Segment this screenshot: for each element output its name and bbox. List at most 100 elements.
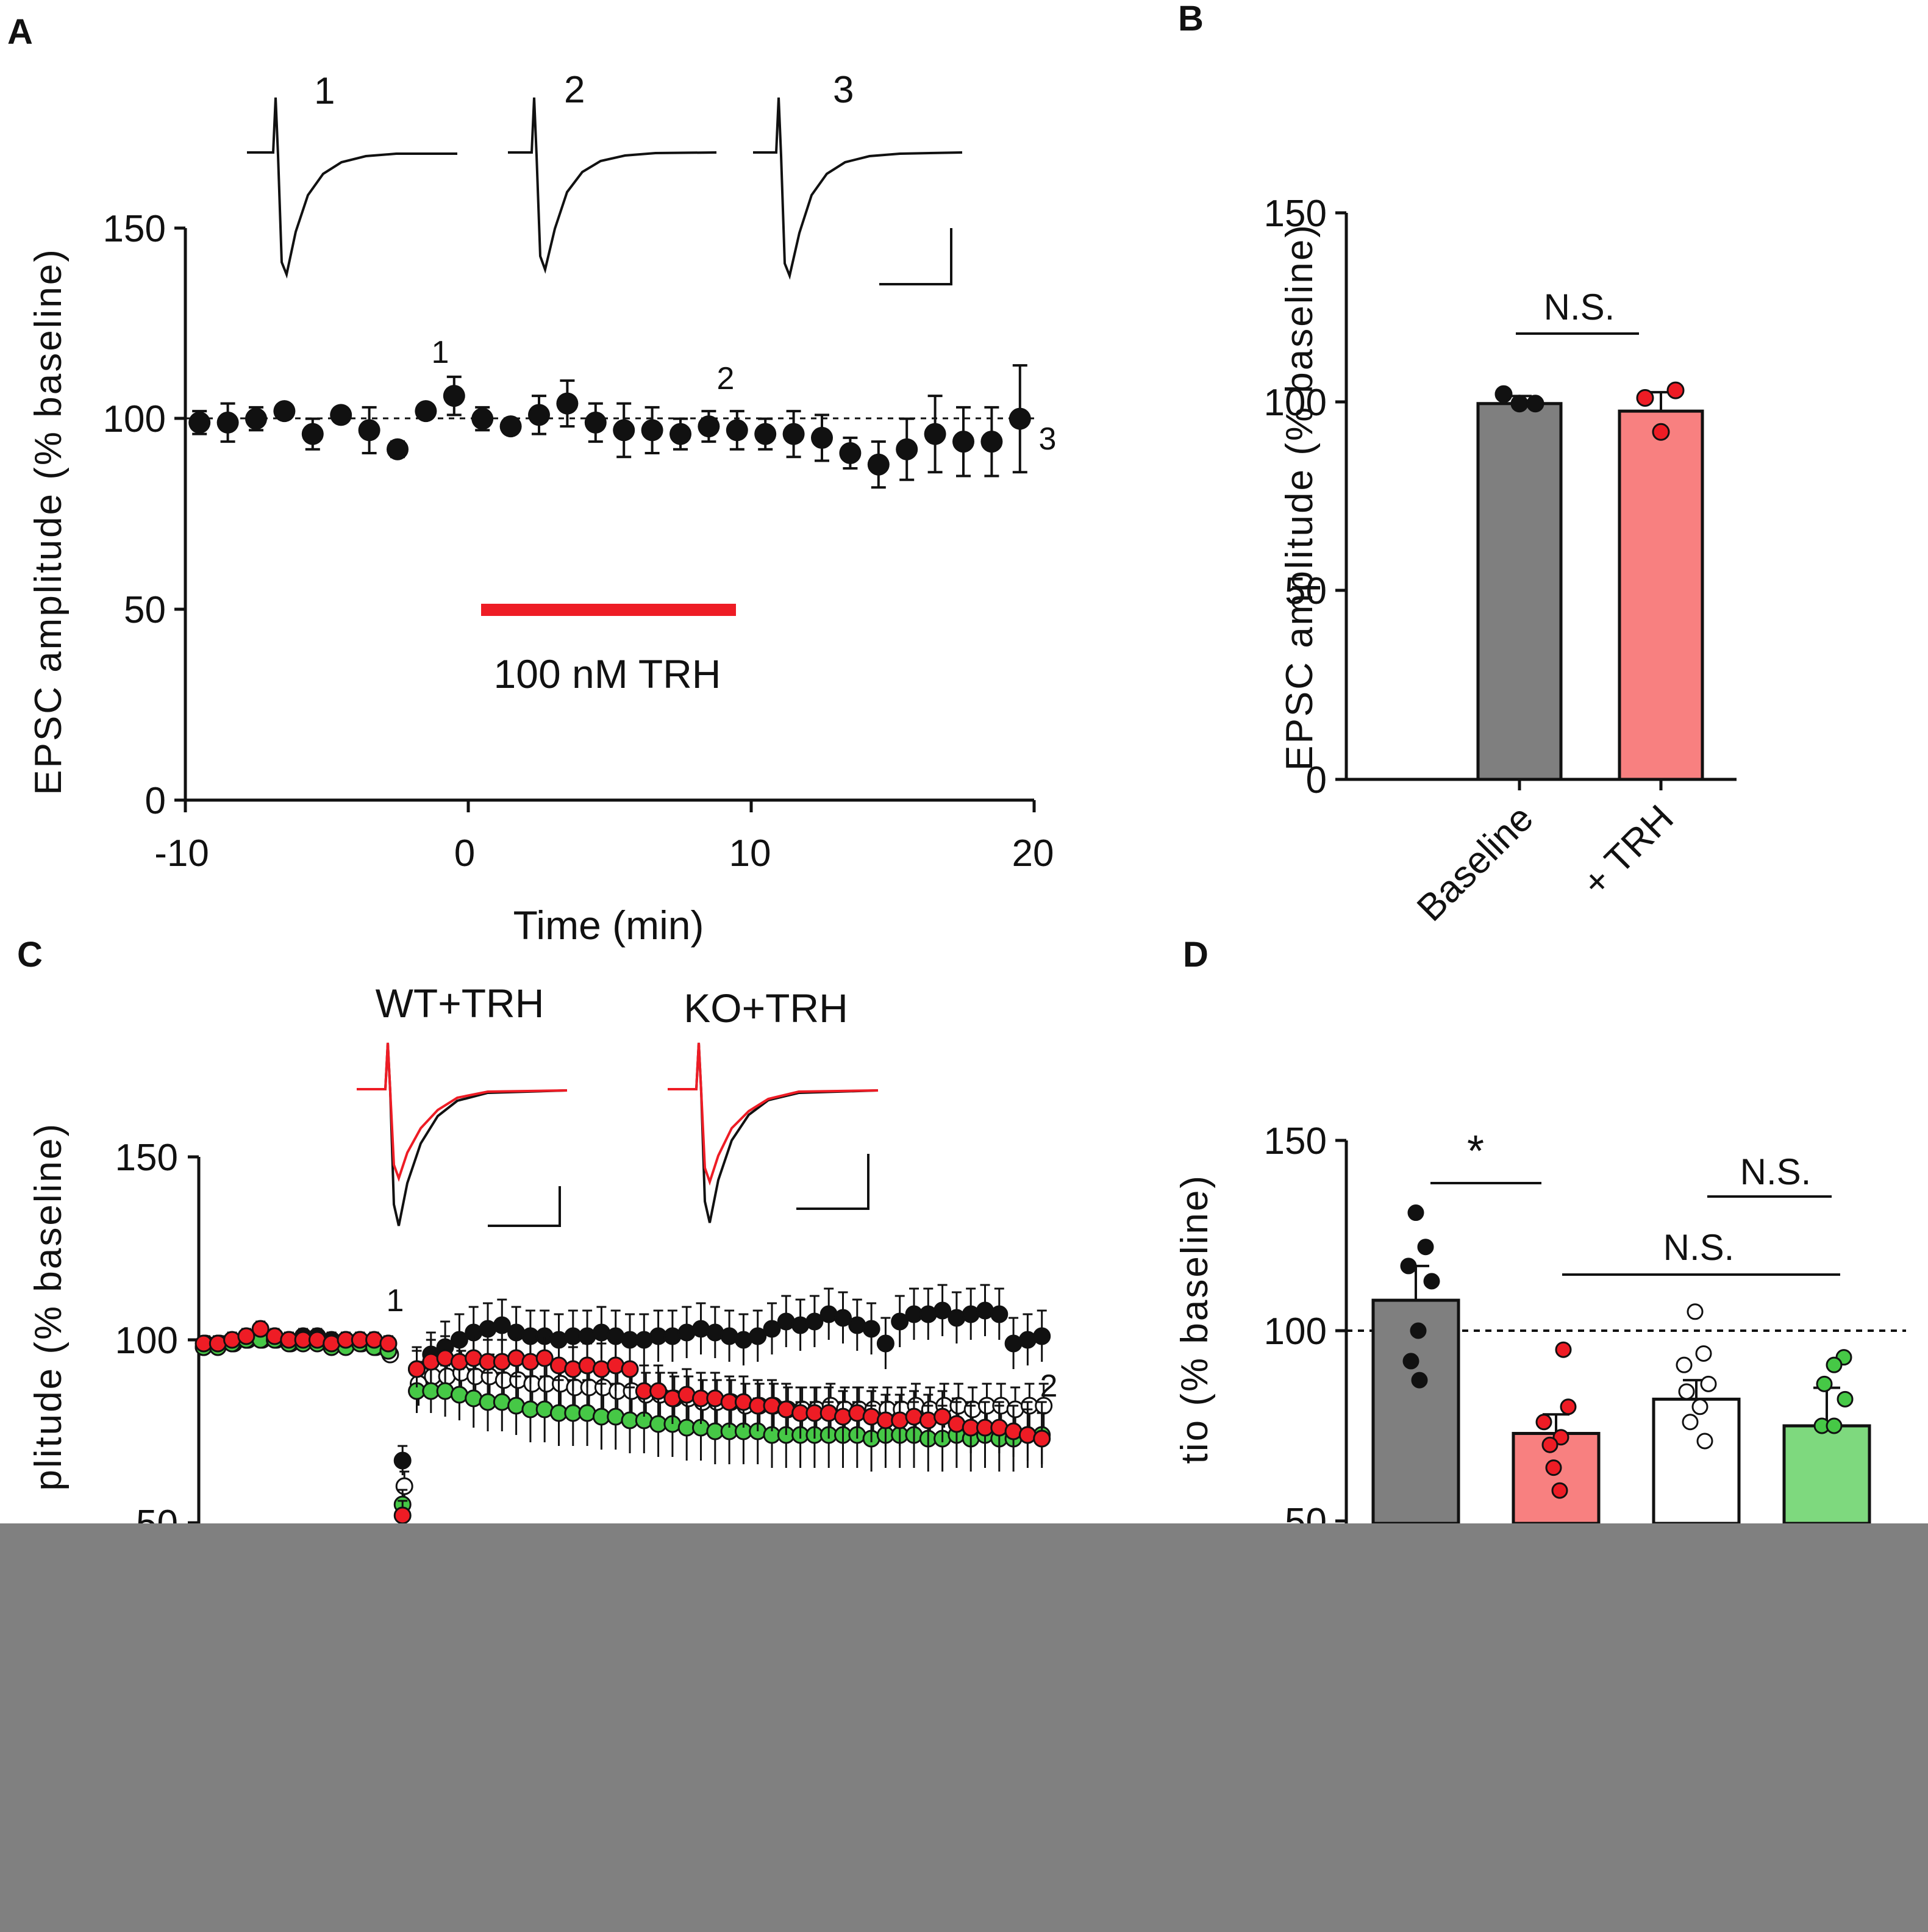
a-data-point: [613, 419, 635, 442]
c-ytick-150: 150: [115, 1137, 178, 1179]
c-data-point: [848, 1316, 866, 1334]
c-data-point: [1033, 1429, 1051, 1448]
c-data-point: [564, 1360, 582, 1378]
c-data-point: [862, 1320, 880, 1338]
a-data-point: [754, 423, 777, 445]
b-individual-point: [1652, 423, 1670, 441]
c-data-point: [1006, 1400, 1024, 1419]
c-data-point: [834, 1408, 852, 1426]
a-data-point: [726, 419, 748, 442]
c-data-point: [592, 1360, 610, 1378]
d-individual-point: [1826, 1417, 1843, 1434]
c-data-point: [237, 1327, 255, 1345]
b-ytick-150: 150: [1264, 193, 1327, 235]
c-data-point: [323, 1334, 341, 1353]
a-data-point: [924, 423, 946, 445]
c-data-point: [819, 1305, 838, 1323]
b-individual-point: [1510, 395, 1529, 413]
a-data-point: [499, 415, 522, 438]
b-xlabel-trh: + TRH: [1574, 797, 1682, 904]
d-individual-point: [1696, 1433, 1713, 1450]
c-data-point: [934, 1408, 952, 1426]
a-drug-bar: [481, 604, 736, 616]
d-individual-point: [1407, 1204, 1424, 1222]
b-ytick-100: 100: [1264, 382, 1327, 424]
a-data-point: [867, 453, 890, 476]
d-individual-point: [1402, 1353, 1419, 1370]
a-ylabel: EPSC amplitude (% baseline): [27, 248, 70, 795]
bottom-gray-cover: [0, 1523, 1928, 1932]
c-data-point: [493, 1353, 511, 1371]
panel-b-bars: [1476, 381, 1704, 781]
c-data-point: [848, 1404, 866, 1422]
a-xtick-m10: -10: [154, 832, 209, 875]
c-data-point: [919, 1305, 937, 1323]
a-xtick-20: 20: [1012, 832, 1054, 875]
b-ylabel: EPSC amplitude (% baseline): [1279, 223, 1321, 771]
panel-letter-d: D: [1183, 935, 1209, 975]
trace-3: [753, 97, 963, 280]
c-data-point: [990, 1305, 1009, 1323]
d-individual-point: [1700, 1375, 1717, 1392]
trace-label-2: 2: [564, 69, 585, 111]
c-data-point: [862, 1408, 880, 1426]
a-point-label-3: 3: [1039, 421, 1057, 457]
a-ytick-150: 150: [103, 208, 166, 250]
panel-letter-a: A: [7, 12, 33, 52]
c-data-point: [479, 1320, 497, 1338]
panel-letter-c: C: [17, 935, 43, 975]
a-data-point: [698, 415, 720, 438]
c-data-point: [663, 1327, 682, 1345]
c-data-point: [578, 1404, 596, 1422]
c-data-point: [507, 1349, 526, 1367]
c-data-point: [550, 1356, 568, 1375]
d-ytick-100: 100: [1264, 1311, 1327, 1353]
c-data-point: [891, 1312, 909, 1331]
a-data-point: [301, 423, 324, 445]
ko-scale-bar: [796, 1154, 869, 1210]
a-data-point: [556, 392, 579, 415]
c-data-point: [1018, 1331, 1037, 1349]
a-data-point: [273, 400, 296, 423]
c-data-point: [450, 1353, 468, 1371]
d-individual-point: [1545, 1459, 1562, 1476]
d-individual-point: [1687, 1303, 1704, 1320]
panel-a-traces: [247, 97, 963, 285]
d-ns-lower-label: N.S.: [1663, 1227, 1735, 1268]
c-data-point: [963, 1400, 982, 1419]
panel-c-data-points: [195, 1284, 1053, 1530]
d-individual-point: [1552, 1429, 1569, 1446]
d-individual-point: [1417, 1239, 1434, 1256]
a-data-point: [980, 431, 1003, 453]
c-data-point: [905, 1408, 923, 1426]
d-individual-point: [1423, 1273, 1440, 1290]
c-data-point: [949, 1397, 968, 1415]
c-data-point: [621, 1360, 639, 1378]
wt-scale-bar: [488, 1186, 561, 1227]
c-data-point: [919, 1411, 937, 1429]
c-data-point: [422, 1353, 440, 1371]
d-individual-point: [1816, 1375, 1833, 1392]
a-data-point: [387, 438, 409, 460]
c-data-point: [948, 1309, 966, 1327]
c-data-point: [1004, 1422, 1023, 1440]
panel-d-bars: [1371, 1204, 1871, 1525]
c-data-point: [777, 1400, 795, 1419]
panel-c: WT+TRH KO+TRH 150 100 50 plitude (% base…: [27, 981, 1057, 1545]
b-bar: [1476, 402, 1563, 781]
c-data-point: [734, 1331, 752, 1349]
c-data-point: [948, 1415, 966, 1433]
a-drug-label: 100 nM TRH: [494, 651, 721, 696]
panel-a-data-points: [188, 364, 1031, 489]
d-individual-point: [1560, 1398, 1577, 1415]
c-ytick-100: 100: [115, 1320, 178, 1362]
c-data-point: [592, 1323, 610, 1342]
d-star-label: *: [1467, 1127, 1484, 1176]
c-data-point: [976, 1301, 994, 1320]
c-data-point: [607, 1356, 625, 1375]
c-data-point: [365, 1331, 384, 1349]
c-data-point: [436, 1349, 454, 1367]
panel-a: 1 2 3 150 100 50 0 -10 0 10 20 Time (min…: [27, 69, 1056, 948]
c-data-point: [962, 1305, 980, 1323]
